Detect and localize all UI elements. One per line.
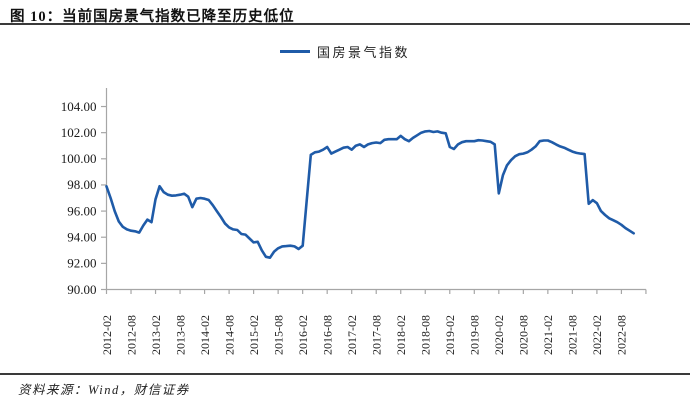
svg-text:2013-02: 2013-02 (149, 315, 163, 355)
figure-title: 图 10：当前国房景气指数已降至历史低位 (10, 9, 295, 25)
svg-text:2012-02: 2012-02 (100, 315, 114, 355)
svg-text:2012-08: 2012-08 (124, 315, 138, 355)
svg-text:2014-02: 2014-02 (198, 315, 212, 355)
title-divider-rule (0, 23, 690, 25)
svg-text:2016-08: 2016-08 (320, 315, 334, 355)
svg-text:2021-02: 2021-02 (541, 315, 555, 355)
svg-text:102.00: 102.00 (61, 125, 97, 140)
legend-series-label: 国房景气指数 (316, 45, 410, 60)
svg-text:2022-08: 2022-08 (615, 315, 629, 355)
svg-text:2014-08: 2014-08 (222, 315, 236, 355)
footer-divider-rule (0, 373, 690, 375)
svg-text:2018-08: 2018-08 (419, 315, 433, 355)
svg-text:104.00: 104.00 (61, 99, 97, 114)
svg-text:92.00: 92.00 (67, 256, 96, 271)
svg-text:90.00: 90.00 (67, 282, 96, 297)
data-source-note: 资料来源：Wind，财信证券 (18, 383, 190, 397)
svg-text:2019-08: 2019-08 (468, 315, 482, 355)
svg-text:96.00: 96.00 (67, 203, 96, 218)
svg-text:2017-08: 2017-08 (370, 315, 384, 355)
svg-text:2019-02: 2019-02 (443, 315, 457, 355)
svg-text:100.00: 100.00 (61, 151, 97, 166)
svg-text:98.00: 98.00 (67, 177, 96, 192)
svg-text:2022-02: 2022-02 (590, 315, 604, 355)
svg-text:2017-02: 2017-02 (345, 315, 359, 355)
svg-text:2020-08: 2020-08 (517, 315, 531, 355)
svg-text:2018-02: 2018-02 (394, 315, 408, 355)
svg-text:94.00: 94.00 (67, 230, 96, 245)
svg-text:2015-02: 2015-02 (247, 315, 261, 355)
legend-line-marker-icon (279, 50, 310, 53)
svg-text:2016-02: 2016-02 (296, 315, 310, 355)
svg-text:2021-08: 2021-08 (566, 315, 580, 355)
svg-text:2013-08: 2013-08 (173, 315, 187, 355)
svg-text:2020-02: 2020-02 (492, 315, 506, 355)
chart-legend: 国房景气指数 (0, 42, 690, 61)
svg-text:2015-08: 2015-08 (271, 315, 285, 355)
